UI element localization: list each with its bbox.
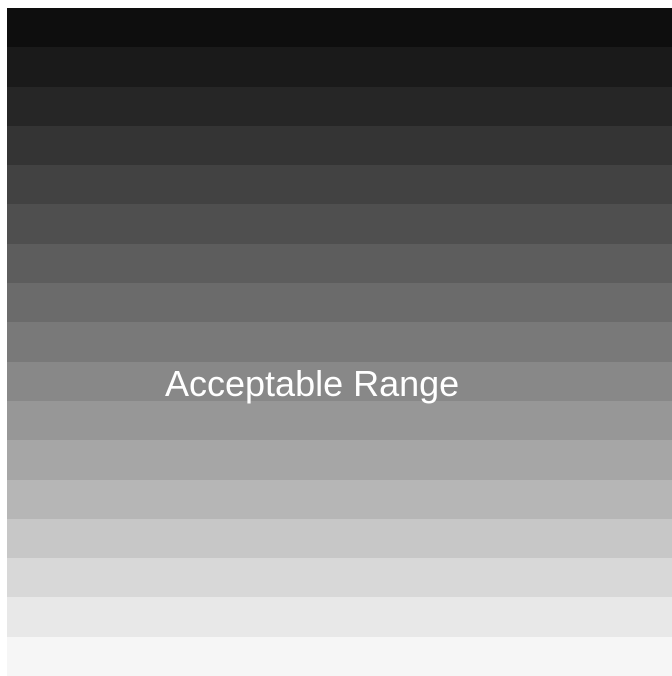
- gradient-band: [7, 204, 672, 244]
- gradient-band: [7, 400, 672, 441]
- gradient-band: [7, 243, 672, 284]
- gradient-band: [7, 322, 672, 362]
- gradient-band: [7, 165, 672, 205]
- grayscale-gradient-diagram: Acceptable Range: [7, 8, 672, 676]
- gradient-band: [7, 86, 672, 126]
- gradient-band: [7, 125, 672, 166]
- gradient-band: [7, 8, 672, 48]
- gradient-band: [7, 283, 672, 323]
- gradient-bands: [7, 8, 672, 676]
- gradient-band: [7, 361, 672, 401]
- gradient-band: [7, 636, 672, 676]
- gradient-band: [7, 597, 672, 637]
- gradient-band: [7, 558, 672, 598]
- gradient-band: [7, 518, 672, 559]
- gradient-band: [7, 479, 672, 519]
- gradient-band: [7, 440, 672, 480]
- gradient-band: [7, 47, 672, 87]
- acceptable-range-label: Acceptable Range: [165, 363, 460, 404]
